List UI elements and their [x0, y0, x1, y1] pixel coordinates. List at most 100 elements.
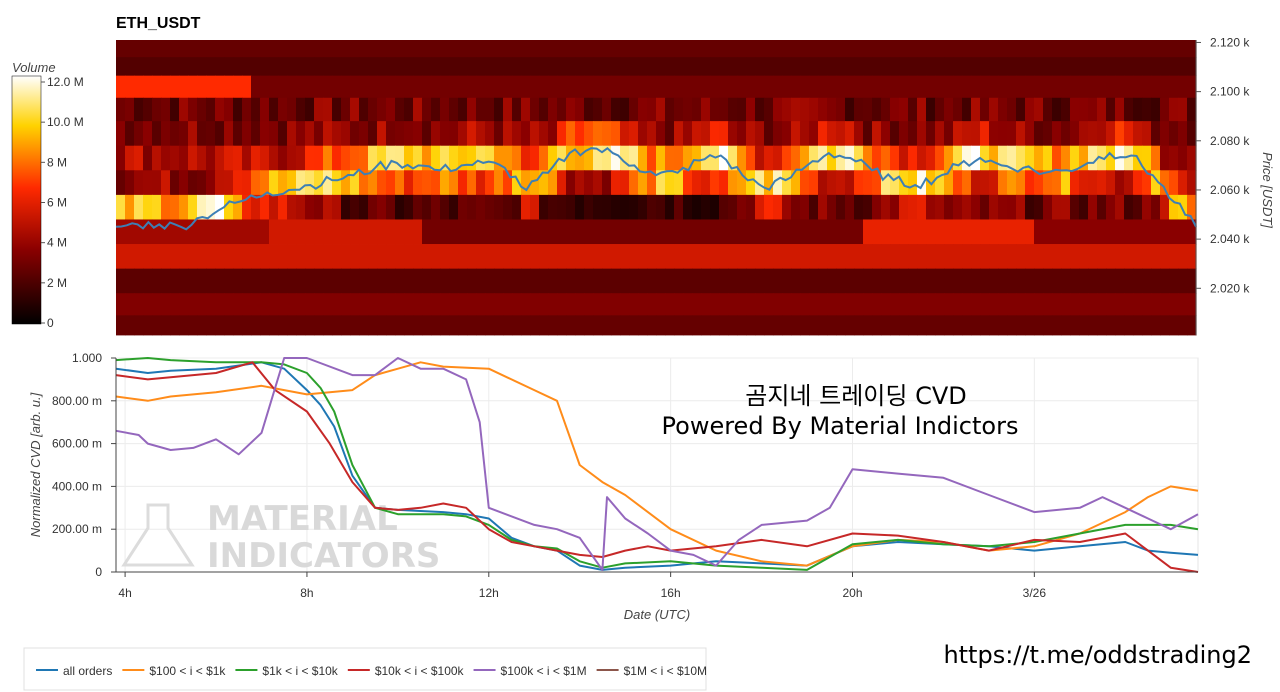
heatmap-cell [917, 57, 927, 77]
heatmap-cell [584, 268, 594, 294]
heatmap-cell [440, 315, 450, 336]
heatmap-cell [737, 293, 747, 316]
heatmap-cell [143, 40, 153, 58]
heatmap-cell [422, 268, 432, 294]
heatmap-cell [620, 293, 630, 316]
heatmap-cell [251, 121, 261, 147]
heatmap-cell [161, 244, 171, 270]
heatmap-cell [503, 244, 513, 270]
heatmap-cell [809, 75, 819, 99]
heatmap-cell [899, 145, 909, 171]
heatmap-cell [359, 170, 369, 196]
heatmap-cell [746, 40, 756, 58]
heatmap-cell [1007, 97, 1017, 122]
heatmap-cell [557, 315, 567, 336]
heatmap-cell [836, 170, 846, 196]
heatmap-cell [809, 293, 819, 316]
heatmap-cell [233, 97, 243, 122]
heatmap-cell [764, 145, 774, 171]
heatmap-cell [323, 97, 333, 122]
heatmap-cell [980, 244, 990, 270]
heatmap-cell [503, 219, 513, 245]
heatmap-cell [962, 315, 972, 336]
heatmap-cell [143, 315, 153, 336]
heatmap-cell [1187, 219, 1197, 245]
heatmap-cell [341, 57, 351, 77]
heatmap-cell [1079, 244, 1089, 270]
heatmap-cell [422, 194, 432, 220]
heatmap-cell [413, 244, 423, 270]
cvd-series-line [115, 357, 1199, 571]
heatmap-cell [665, 57, 675, 77]
heatmap-cell [638, 57, 648, 77]
heatmap-cell [980, 293, 990, 316]
heatmap-cell [125, 194, 135, 220]
heatmap-cell [638, 121, 648, 147]
heatmap-cell [197, 315, 207, 336]
heatmap-cell [197, 293, 207, 316]
heatmap-cell [134, 268, 144, 294]
heatmap-cell [557, 268, 567, 294]
heatmap-cell [827, 244, 837, 270]
heatmap-cell [476, 194, 486, 220]
heatmap-cell [971, 170, 981, 196]
heatmap-cell [476, 75, 486, 99]
heatmap-cell [143, 219, 153, 245]
heatmap-cell [926, 145, 936, 171]
heatmap-cell [971, 75, 981, 99]
heatmap-cell [1124, 57, 1134, 77]
heatmap-cell [629, 293, 639, 316]
heatmap-cell [440, 145, 450, 171]
heatmap-cell [143, 244, 153, 270]
heatmap-cell [314, 97, 324, 122]
heatmap-cell [521, 268, 531, 294]
heatmap-cell [1124, 293, 1134, 316]
heatmap-cell [719, 97, 729, 122]
heatmap-cell [962, 268, 972, 294]
heatmap-cell [278, 293, 288, 316]
heatmap-cell [575, 170, 585, 196]
heatmap-cell [656, 268, 666, 294]
heatmap-cell [683, 194, 693, 220]
heatmap-cell [1070, 244, 1080, 270]
heatmap-cell [512, 268, 522, 294]
heatmap-cell [1115, 121, 1125, 147]
heatmap-cell [116, 293, 126, 316]
heatmap-cell [152, 194, 162, 220]
heatmap-cell [1106, 268, 1116, 294]
heatmap-cell [494, 268, 504, 294]
heatmap-cell [350, 40, 360, 58]
heatmap-cell [197, 170, 207, 196]
heatmap-cell [233, 121, 243, 147]
heatmap-cell [692, 315, 702, 336]
heatmap-cell [251, 219, 261, 245]
heatmap-cell [926, 97, 936, 122]
heatmap-cell [188, 97, 198, 122]
heatmap-cell [674, 219, 684, 245]
heatmap-cell [1043, 293, 1053, 316]
heatmap-cell [854, 170, 864, 196]
heatmap-cell [449, 170, 459, 196]
heatmap-cell [422, 57, 432, 77]
heatmap-cell [125, 244, 135, 270]
heatmap-cell [1160, 145, 1170, 171]
legend-label: all orders [63, 664, 112, 678]
heatmap-cell [143, 57, 153, 77]
heatmap-cell [350, 75, 360, 99]
heatmap-cell [1043, 268, 1053, 294]
heatmap-cell [449, 244, 459, 270]
heatmap-cell [1106, 40, 1116, 58]
heatmap-cell [701, 268, 711, 294]
heatmap-cell [125, 97, 135, 122]
heatmap-cell [971, 40, 981, 58]
heatmap-cell [1061, 57, 1071, 77]
heatmap-cell [584, 75, 594, 99]
heatmap-cell [341, 219, 351, 245]
heatmap-cell [611, 244, 621, 270]
heatmap-cell [332, 268, 342, 294]
heatmap-cell [143, 121, 153, 147]
heatmap-cell [341, 315, 351, 336]
heatmap-cell [125, 75, 135, 99]
heatmap-cell [350, 293, 360, 316]
heatmap-cell [1016, 293, 1026, 316]
